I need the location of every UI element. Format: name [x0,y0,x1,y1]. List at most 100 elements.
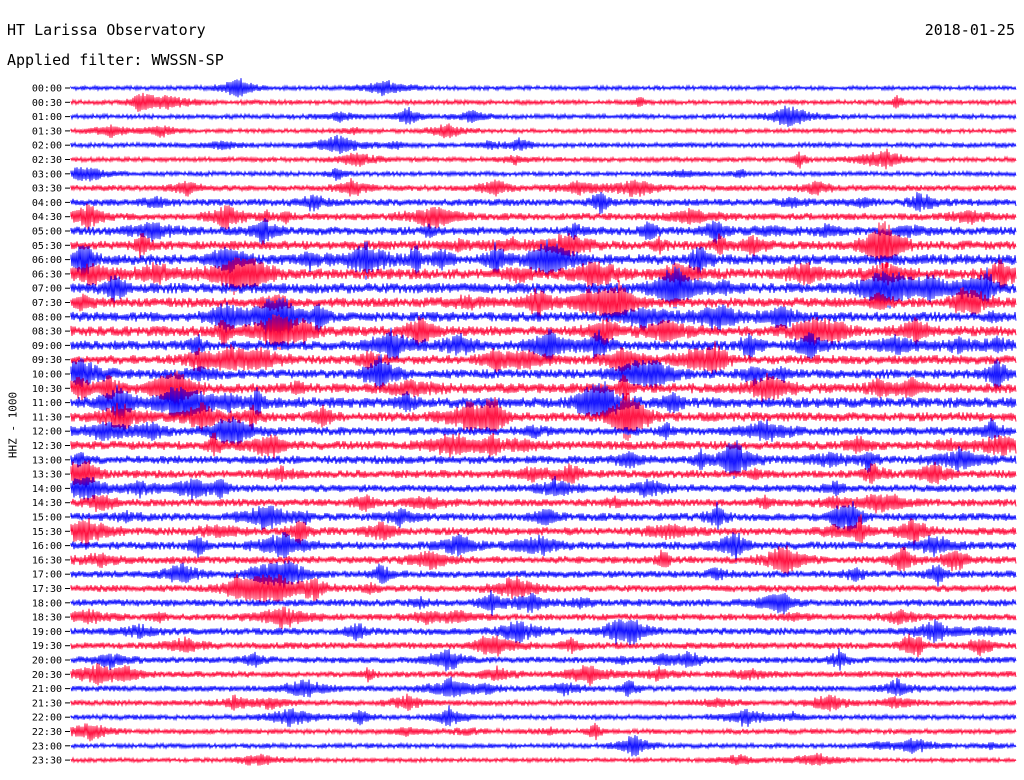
station-title: HT Larissa Observatory [7,21,206,39]
row-time-label: 17:30 [32,584,62,595]
trace-row [70,752,1017,766]
row-time-label: 00:00 [32,84,62,95]
trace-row [70,619,1017,646]
row-time-label: 16:30 [32,555,62,566]
trace-row [70,560,1017,588]
row-time-label: 15:30 [32,527,62,538]
filter-label: Applied filter: WWSSN-SP [7,51,224,69]
trace-row [70,280,1017,323]
trace-row [70,440,1017,480]
row-time-label: 19:00 [32,627,62,638]
trace-row [70,693,1017,712]
row-time-label: 06:30 [32,269,62,280]
trace-row [70,532,1017,564]
trace-row [70,92,1017,112]
row-time-label: 21:30 [32,698,62,709]
row-time-label: 05:30 [32,241,62,252]
row-time-label: 12:00 [32,427,62,438]
row-time-label: 18:00 [32,598,62,609]
trace-row [70,239,1017,281]
trace-row [70,663,1017,686]
row-time-label: 13:30 [32,470,62,481]
trace-row [70,501,1017,535]
trace-row [70,722,1017,742]
row-time-label: 03:00 [32,169,62,180]
trace-row [70,314,1017,350]
trace-row [70,648,1017,672]
trace-row [70,475,1017,501]
trace-row [70,493,1017,514]
row-time-label: 15:00 [32,513,62,524]
trace-row [70,633,1017,658]
trace-row [70,123,1017,139]
row-time-label: 09:30 [32,355,62,366]
trace-row [70,105,1017,127]
row-time-label: 05:00 [32,227,62,238]
trace-row [70,590,1017,617]
row-time-label: 08:00 [32,312,62,323]
date-label: 2018-01-25 [924,21,1015,39]
row-time-label: 13:00 [32,455,62,466]
row-time-label: 07:00 [32,284,62,295]
trace-row [70,78,1017,98]
trace-row [70,257,1017,296]
trace-row [70,606,1017,629]
trace-row [70,381,1017,422]
row-time-label: 20:30 [32,670,62,681]
trace-row [70,218,1017,245]
trace-row [70,327,1017,364]
row-time-label: 10:30 [32,384,62,395]
row-time-label: 01:30 [32,126,62,137]
row-time-label: 08:30 [32,327,62,338]
trace-row [70,148,1017,170]
row-time-label: 22:00 [32,713,62,724]
trace-row [70,514,1017,548]
row-time-label: 14:30 [32,498,62,509]
trace-row [70,354,1017,393]
row-time-label: 02:30 [32,155,62,166]
row-time-label: 03:30 [32,184,62,195]
trace-row [70,416,1017,447]
row-time-label: 09:00 [32,341,62,352]
trace-row [70,134,1017,155]
row-time-label: 00:30 [32,98,62,109]
row-time-label: 14:00 [32,484,62,495]
row-time-label: 16:00 [32,541,62,552]
row-time-label: 17:00 [32,570,62,581]
row-time-label: 01:00 [32,112,62,123]
trace-row [70,370,1017,407]
row-time-label: 04:30 [32,212,62,223]
row-time-label: 20:00 [32,656,62,667]
row-time-label: 07:30 [32,298,62,309]
row-time-label: 19:30 [32,641,62,652]
row-time-label: 22:30 [32,727,62,738]
trace-row [70,203,1017,230]
row-time-label: 11:30 [32,412,62,423]
trace-row [70,705,1017,728]
trace-row [70,178,1017,198]
row-time-label: 06:00 [32,255,62,266]
trace-row [70,297,1017,336]
trace-row [70,676,1017,698]
row-time-label: 21:00 [32,684,62,695]
trace-row [70,432,1017,459]
trace-row [70,460,1017,490]
row-time-label: 18:30 [32,613,62,624]
trace-row [70,735,1017,757]
trace-row [70,266,1017,309]
trace-row [70,167,1017,182]
trace-row [70,392,1017,441]
trace-row [70,573,1017,603]
trace-row [70,341,1017,376]
trace-row [70,545,1017,575]
row-time-label: 11:00 [32,398,62,409]
row-time-label: 10:00 [32,370,62,381]
row-time-label: 02:00 [32,141,62,152]
trace-row [70,191,1017,215]
row-time-label: 04:00 [32,198,62,209]
row-time-label: 23:30 [32,756,62,767]
row-time-label: 23:00 [32,741,62,752]
trace-row [70,221,1017,269]
row-time-label: 12:30 [32,441,62,452]
